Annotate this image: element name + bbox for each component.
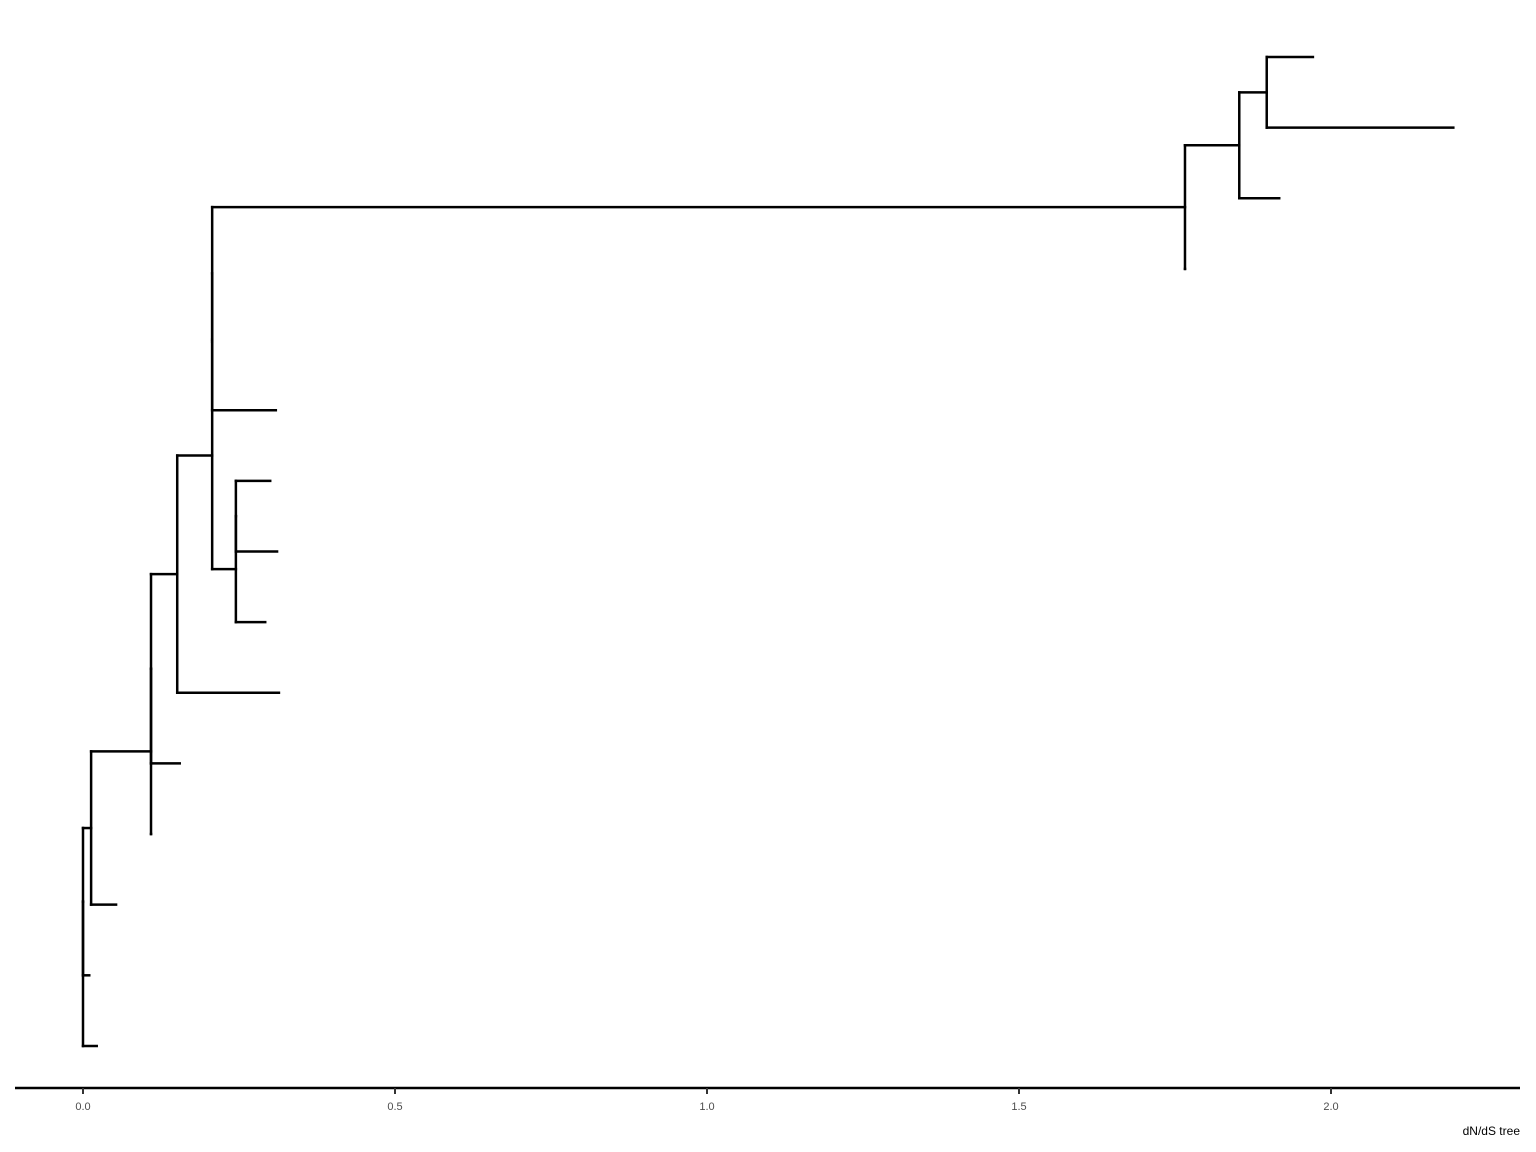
tree-branches: [81, 55, 1455, 1048]
x-tick-label: 0.0: [75, 1101, 90, 1113]
x-tick-label: 1.0: [699, 1101, 714, 1113]
x-tick-label: 2.0: [1323, 1101, 1338, 1113]
x-axis-ticks: 0.0 0.5 1.0 1.5 2.0: [75, 1088, 1339, 1113]
x-tick-label: 1.5: [1011, 1101, 1026, 1113]
x-tick-label: 0.5: [387, 1101, 402, 1113]
x-axis-title: dN/dS tree: [1463, 1124, 1521, 1138]
